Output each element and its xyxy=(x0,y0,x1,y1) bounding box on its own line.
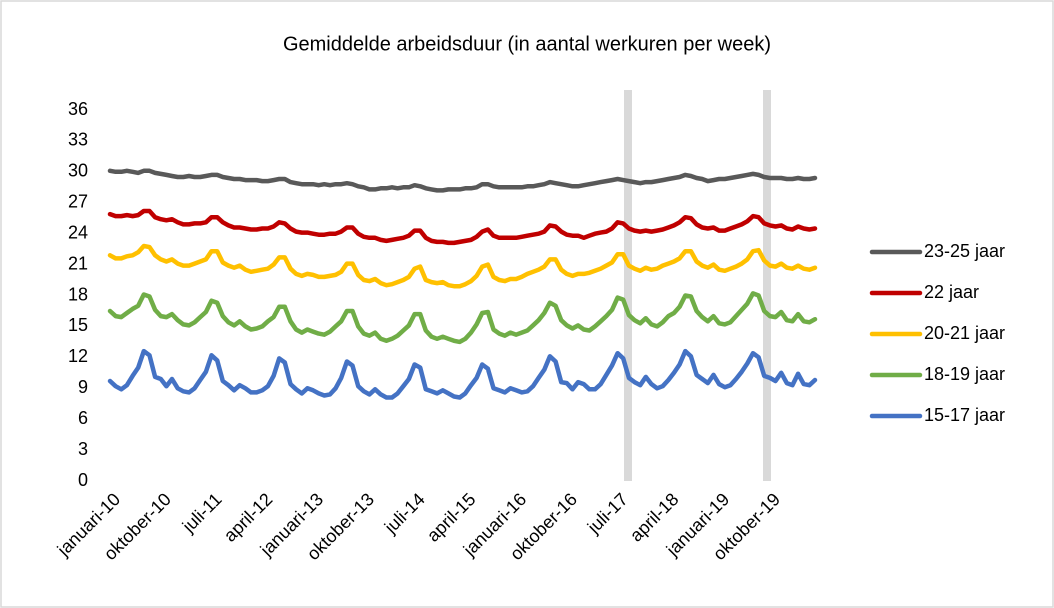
legend-label: 18-19 jaar xyxy=(924,364,1005,384)
line-series xyxy=(107,348,818,400)
y-tick-label: 21 xyxy=(68,253,88,273)
y-tick-label: 12 xyxy=(68,346,88,366)
line-series xyxy=(107,208,818,246)
y-tick-label: 15 xyxy=(68,315,88,335)
line-series xyxy=(107,291,818,345)
chart-title: Gemiddelde arbeidsduur (in aantal werkur… xyxy=(283,33,771,55)
legend-label: 22 jaar xyxy=(924,282,979,302)
y-tick-label: 18 xyxy=(68,284,88,304)
y-tick-label: 36 xyxy=(68,99,88,119)
y-tick-label: 3 xyxy=(78,439,88,459)
legend-label: 15-17 jaar xyxy=(924,405,1005,425)
highlight-band xyxy=(763,90,771,481)
y-tick-label: 24 xyxy=(68,222,88,242)
y-tick-label: 30 xyxy=(68,161,88,181)
legend-label: 20-21 jaar xyxy=(924,323,1005,343)
highlight-band xyxy=(624,90,632,481)
y-tick-label: 33 xyxy=(68,130,88,150)
legend-label: 23-25 jaar xyxy=(924,241,1005,261)
y-tick-label: 6 xyxy=(78,408,88,428)
y-tick-label: 9 xyxy=(78,377,88,397)
y-tick-label: 0 xyxy=(78,470,88,490)
line-series xyxy=(107,243,818,289)
line-series xyxy=(107,168,818,193)
y-tick-label: 27 xyxy=(68,192,88,212)
